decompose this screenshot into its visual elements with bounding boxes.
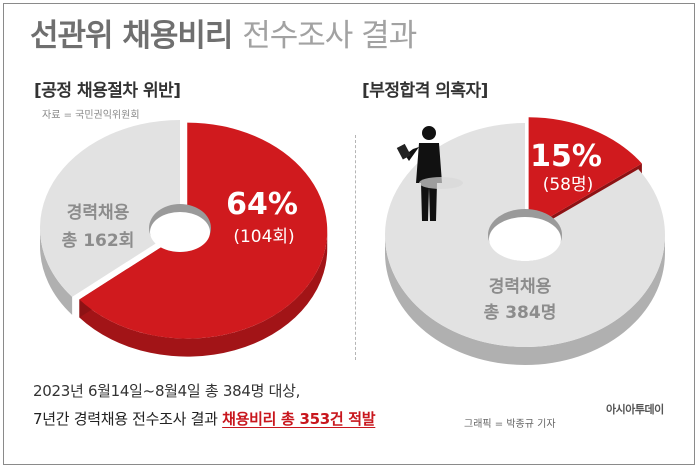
pie2-hole — [489, 217, 561, 261]
source-note: 자료 = 국민권익위원회 — [42, 110, 140, 121]
person-silhouette-icon — [396, 126, 463, 221]
pie1-side-1 — [40, 228, 73, 315]
page-title: 선관위 채용비리 전수조사 결과 — [30, 10, 417, 55]
pie1-side-0 — [79, 230, 328, 357]
title-light: 전수조사 결과 — [242, 18, 417, 54]
graphic-credit: 그래픽 = 박종규 기자 — [464, 419, 556, 430]
pie1-hole — [150, 212, 210, 252]
pie2-count-label: (58명) — [543, 175, 594, 195]
title-strong: 선관위 채용비리 — [30, 18, 233, 54]
pie2-total-label-1: 총 384명 — [484, 303, 557, 323]
footer-line-2: 7년간 경력채용 전수조사 결과 채용비리 총 353건 적발 — [33, 408, 376, 429]
footer-line-2-plain: 7년간 경력채용 전수조사 결과 — [33, 410, 223, 428]
pie1-count-label: (104회) — [233, 227, 294, 247]
pie2-total-label-0: 경력채용 — [489, 277, 552, 297]
pie1-total-label-1: 총 162회 — [62, 231, 135, 251]
pie2-percent-label: 15% — [530, 139, 602, 174]
footer-highlight: 채용비리 총 353건 적발 — [222, 410, 376, 428]
footer-line-1: 2023년 6월14일~8월4일 총 384명 대상, — [33, 382, 301, 400]
pie1-percent-label: 64% — [226, 187, 298, 222]
pie2-slice-0 — [528, 117, 642, 230]
brand-logo: 아시아투데이 — [606, 403, 664, 416]
chart1-title: [공정 채용절차 위반] — [34, 81, 181, 101]
pie1-total-label-0: 경력채용 — [67, 203, 130, 223]
pie2-side-1 — [385, 235, 665, 365]
chart-divider — [355, 135, 356, 360]
pie1-slice-1 — [39, 120, 180, 297]
chart2-title: [부정합격 의혹자] — [362, 81, 488, 101]
